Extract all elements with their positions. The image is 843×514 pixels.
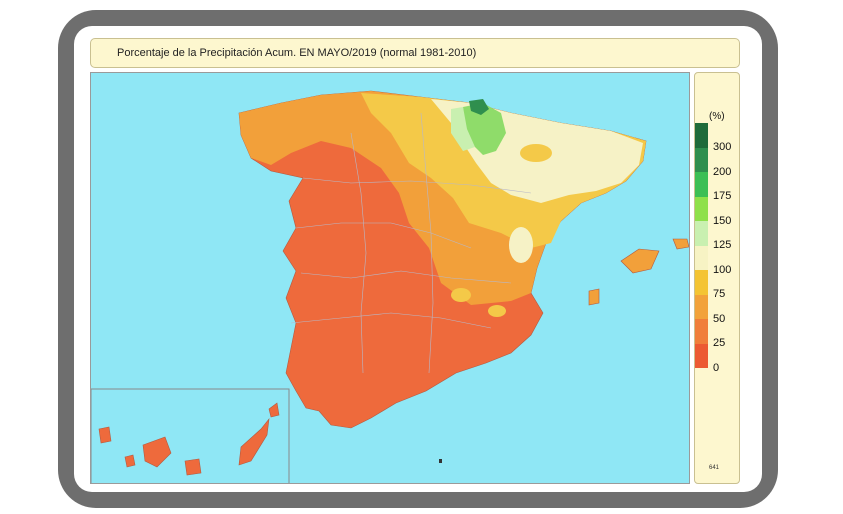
legend-label-100: 100 xyxy=(713,263,732,276)
precip-blob-yellow-1 xyxy=(509,227,533,263)
legend-swatch-25 xyxy=(695,319,708,344)
precip-band-darkgreen xyxy=(469,99,489,115)
legend-swatch-75 xyxy=(695,270,708,295)
legend-swatch-50 xyxy=(695,294,708,319)
legend-label-300: 300 xyxy=(713,141,732,153)
legend-swatch-150 xyxy=(695,196,708,221)
precip-blob-yellow-3 xyxy=(488,305,506,317)
map-title-bar: Porcentaje de la Precipitación Acum. EN … xyxy=(90,38,740,68)
legend-label-175: 175 xyxy=(713,190,732,202)
canary-inset-box xyxy=(91,388,290,483)
legend-swatch-175 xyxy=(695,172,708,197)
legend-panel: (%) 300 200 175 150 125 100 75 50 25 0 641 xyxy=(694,72,740,484)
legend-label-0: 0 xyxy=(713,361,720,374)
legend-swatch-125 xyxy=(695,221,708,246)
legend-unit: (%) xyxy=(709,111,725,122)
legend-label-25: 25 xyxy=(713,337,726,349)
precip-blob-yellow-2 xyxy=(451,288,471,302)
legend-label-200: 200 xyxy=(713,165,732,178)
legend-swatch-0 xyxy=(695,343,708,368)
legend-swatch-200 xyxy=(695,147,708,172)
precip-blob-orange-1 xyxy=(520,144,552,162)
province-boundaries xyxy=(290,112,532,374)
precip-band-green xyxy=(463,103,506,155)
legend-swatch-100 xyxy=(695,245,708,270)
precipitation-map xyxy=(90,72,690,484)
legend-swatch-300 xyxy=(695,123,708,148)
map-code: 641 xyxy=(709,465,720,471)
canary-islands xyxy=(98,402,280,476)
balearic-islands xyxy=(588,238,689,306)
legend-label-75: 75 xyxy=(713,288,726,300)
alboran-dot xyxy=(439,459,442,463)
map-title: Porcentaje de la Precipitación Acum. EN … xyxy=(117,47,477,59)
legend-label-150: 150 xyxy=(713,214,732,227)
legend-label-125: 125 xyxy=(713,239,732,251)
legend-label-50: 50 xyxy=(713,312,726,325)
precip-band-lightgreen xyxy=(451,107,475,151)
